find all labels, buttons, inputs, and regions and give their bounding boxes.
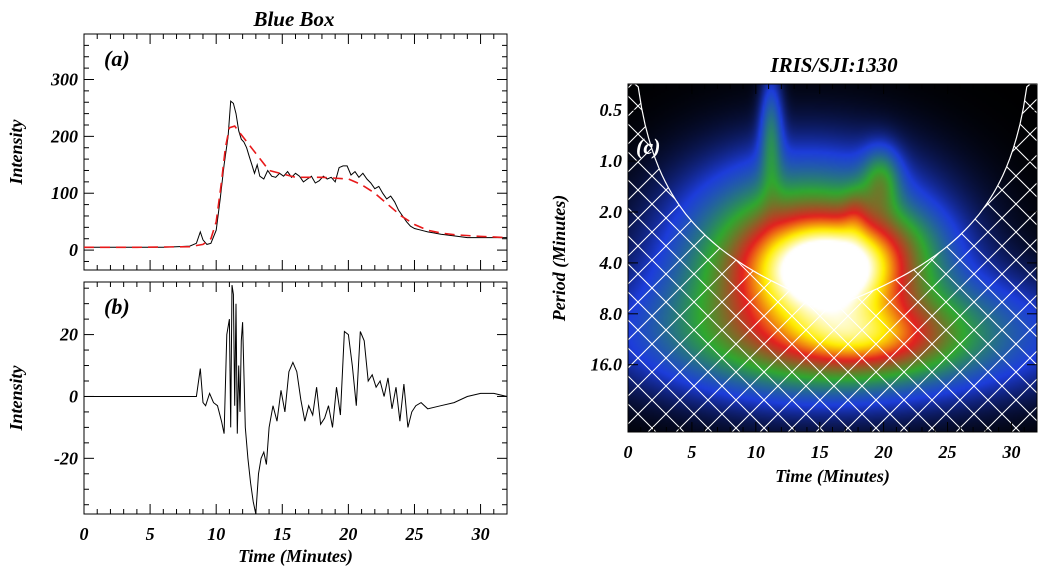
right-title: IRIS/SJI:1330 xyxy=(769,53,898,77)
x-tick-label: 5 xyxy=(146,524,155,544)
y-tick-label: 8.0 xyxy=(600,304,623,324)
y-tick-label: 0 xyxy=(69,240,78,260)
x-tick-label: 15 xyxy=(811,442,829,462)
y-tick-label: 0 xyxy=(69,386,78,406)
y-tick-label: 16.0 xyxy=(591,355,623,375)
panel-c-wavelet-power: 0.5 1.0 2.0 4.0 8.0 16.0 0 5 10 15 20 25 30 Time (Min… xyxy=(549,32,1044,487)
hatch-line xyxy=(628,84,881,432)
y-tick-label: 1.0 xyxy=(600,151,623,171)
x-tick-label: 20 xyxy=(874,442,893,462)
x-tick-label: 30 xyxy=(1001,442,1020,462)
panel-label: (a) xyxy=(104,46,130,71)
hatch-line xyxy=(871,84,1037,432)
y-tick-label: 100 xyxy=(51,183,78,203)
y-tick-label: 200 xyxy=(50,126,78,146)
x-tick-label: 0 xyxy=(624,442,633,462)
y-tick-label: -20 xyxy=(54,448,78,468)
left-title: Blue Box xyxy=(252,7,334,31)
hatch-line xyxy=(927,84,1037,432)
y-axis-label: Intensity xyxy=(6,364,26,431)
hatch-line xyxy=(628,84,825,432)
hatch-line xyxy=(955,84,1037,432)
panel-a-intensity-fit: 0 100 200 300 (a) Intensity xyxy=(6,33,508,271)
y-tick-label: 4.0 xyxy=(599,253,623,273)
y-tick-label: 300 xyxy=(50,69,78,89)
x-tick-label: 10 xyxy=(207,524,225,544)
fit-curve-line xyxy=(84,125,508,249)
coi-curve xyxy=(628,84,1037,308)
x-tick-label: 5 xyxy=(687,442,696,462)
y-axis-label: Intensity xyxy=(6,118,26,185)
x-tick-label: 20 xyxy=(338,524,357,544)
y-tick-label: 20 xyxy=(59,325,78,345)
hatch-line xyxy=(1040,32,1044,432)
x-tick-label: 0 xyxy=(80,524,89,544)
hatch-line xyxy=(628,84,797,432)
hatch-line xyxy=(628,84,685,432)
x-tick-label: 15 xyxy=(273,524,291,544)
intensity-curve-line xyxy=(84,285,508,515)
hatch-line xyxy=(628,84,853,432)
x-tick-label: 30 xyxy=(471,524,490,544)
panel-b-detrended-intensity: -20 0 20 0 5 10 15 20 25 30 (b) Intensity Time (Minu… xyxy=(6,281,508,567)
hatch-line xyxy=(628,84,769,432)
intensity-curve-line xyxy=(84,100,507,248)
hatch-line xyxy=(628,84,685,432)
x-tick-label: 10 xyxy=(747,442,765,462)
y-tick-label: 0.5 xyxy=(600,100,623,120)
panel-label: (b) xyxy=(104,294,130,319)
hatch-line xyxy=(628,84,741,432)
x-axis-label: Time (Minutes) xyxy=(775,466,890,487)
hatch-line xyxy=(1040,32,1044,432)
x-tick-label: 25 xyxy=(938,442,957,462)
hatch-line xyxy=(899,84,1037,432)
plot-frame xyxy=(83,281,508,515)
x-axis-label: Time (Minutes) xyxy=(238,546,353,567)
y-axis-label: Period (Minutes) xyxy=(549,195,570,323)
hatch-line xyxy=(628,84,713,432)
panel-label: (c) xyxy=(636,134,660,159)
hatch-line xyxy=(843,84,1037,432)
y-tick-label: 2.0 xyxy=(599,202,623,222)
x-tick-label: 25 xyxy=(404,524,423,544)
wavelet-power-map xyxy=(628,84,1037,432)
